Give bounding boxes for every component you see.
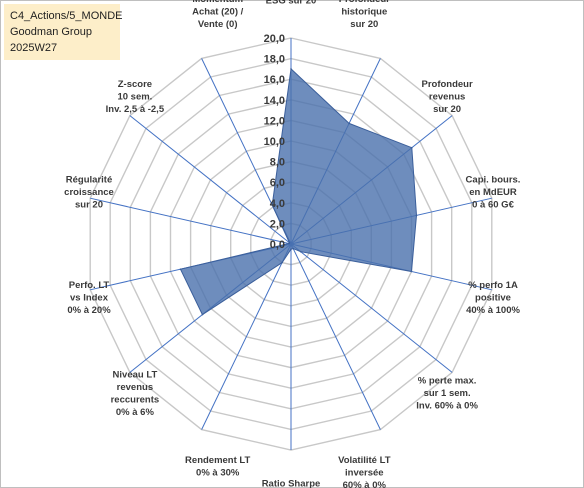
data-point (179, 268, 182, 271)
title-line-category: C4_Actions/5_MONDE (10, 10, 123, 22)
radar-axis-labels: NoteESG sur 20 Profondeurhistoriquesur 20… (64, 0, 520, 488)
data-point (415, 214, 418, 217)
axis-label: Rendement LT 0% à 30% (185, 455, 250, 479)
tick-label: 12,0 (264, 115, 285, 127)
data-area (179, 67, 418, 316)
tick-label: 0,0 (270, 239, 285, 251)
axis-spoke (201, 243, 292, 430)
axis-spoke (129, 115, 292, 245)
tick-label: 18,0 (264, 54, 285, 66)
tick-label: 6,0 (270, 177, 285, 189)
axis-label: Niveau LT revenus reccurents 0% à 6% (111, 369, 160, 418)
radar-series (179, 67, 418, 316)
tick-label: 4,0 (270, 198, 285, 210)
tick-label: 16,0 (264, 74, 285, 86)
axis-spoke (90, 197, 292, 245)
axis-label: Profondeur revenus sur 20 (421, 79, 472, 115)
title-line-week: 2025W27 (10, 42, 58, 54)
tick-label: 14,0 (264, 95, 285, 107)
tick-label: 8,0 (270, 157, 285, 169)
axis-label: Volatilité LT inversée 60% à 0% (338, 455, 391, 488)
axis-label: % perfo 1A positive 40% à 100% (466, 280, 520, 316)
axis-spoke (290, 243, 453, 373)
axis-label: Régularité croissance sur 20 (64, 174, 114, 210)
title-line-company: Goodman Group (10, 26, 92, 38)
axis-label: Perfo. LT vs Index 0% à 20% (67, 280, 111, 316)
axis-label: Ratio Sharpe0 à 2 (262, 478, 321, 488)
axis-spoke (290, 243, 381, 430)
axis-label: Capi. bours. en MdEUR 0 à 60 G€ (466, 174, 521, 210)
data-point (348, 122, 350, 125)
tick-label: 20,0 (264, 33, 285, 45)
axis-label: Z-score 10 sem. Inv. 2,5 à -2,5 (106, 79, 165, 115)
data-point (411, 146, 413, 149)
tick-label: 2,0 (270, 218, 285, 230)
data-point (201, 313, 204, 316)
axis-label: MomentumAchat (20) /Vente (0) (192, 0, 244, 30)
data-point (271, 204, 274, 206)
axis-label: Profondeurhistoriquesur 20 (339, 0, 390, 30)
data-point (288, 241, 291, 244)
axis-label: NoteESG sur 20 (266, 0, 317, 7)
data-point (281, 261, 283, 264)
chart-title-box: C4_Actions/5_MONDE Goodman Group 2025W27 (4, 4, 123, 60)
data-point (290, 248, 292, 250)
data-point (299, 250, 302, 253)
radar-tick-labels: 0,0 2,0 4,0 6,0 8,0 10,0 12,0 14,0 16,0 18,0 20,0 (264, 33, 285, 251)
data-point (290, 68, 292, 70)
axis-label: % perte max. sur 1 sem. Inv. 60% à 0% (416, 376, 478, 412)
tick-label: 10,0 (264, 136, 285, 148)
data-point (410, 270, 413, 273)
data-point (292, 247, 295, 250)
